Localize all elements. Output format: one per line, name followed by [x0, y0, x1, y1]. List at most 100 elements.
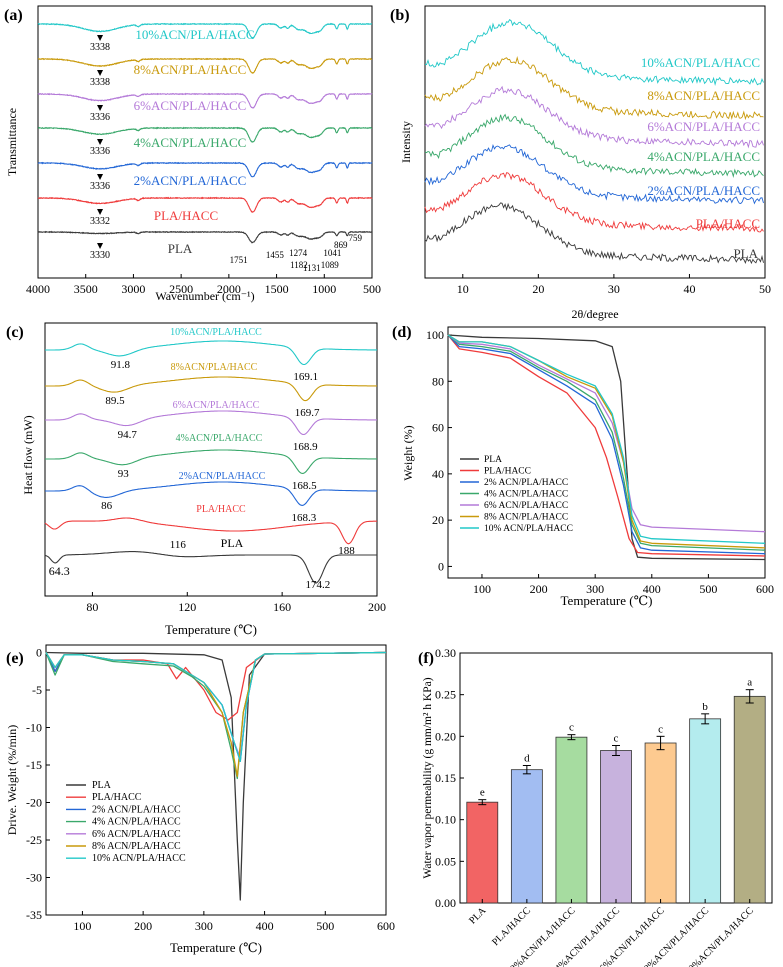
- series-label: 6%ACN/PLA/HACC: [647, 119, 760, 134]
- legend-label: 2% ACN/PLA/HACC: [484, 478, 568, 488]
- significance-letter: c: [658, 723, 663, 735]
- legend-label: 4% ACN/PLA/HACC: [484, 490, 568, 500]
- x-tick-label: 2500: [169, 282, 193, 296]
- x-tick-label: 10: [457, 282, 469, 296]
- peak-label: 3332: [90, 216, 110, 227]
- xrd-curve-10: [424, 19, 764, 87]
- y-axis-label: Intensity: [399, 121, 413, 163]
- series-label: 10%ACN/PLA/HACC: [170, 327, 262, 338]
- x-tick-label: 100: [473, 582, 491, 596]
- peak-label: 3338: [90, 42, 110, 53]
- y-tick-label: 0.10: [435, 813, 456, 827]
- x-tick-label: 1000: [312, 282, 336, 296]
- y-tick-label: 0.25: [435, 688, 456, 702]
- dtg-curve-10: [45, 651, 387, 762]
- panel-a: 4000 3500 3000 2500 2000 1500 1000 500 Wavenumbe…: [4, 5, 381, 303]
- y-tick-label: -30: [26, 871, 42, 885]
- significance-letter: d: [524, 753, 530, 765]
- cold-crystallization-label: 94.7: [118, 429, 138, 441]
- xrd-curve-6: [424, 85, 764, 149]
- peak-arrow: [97, 35, 104, 41]
- panel-label: (c): [6, 324, 24, 341]
- dsc-curve-10: [45, 340, 377, 366]
- series-label: 4%ACN/PLA/HACC: [647, 149, 760, 164]
- cold-crystallization-label: 89.5: [105, 395, 125, 407]
- x-tick-label: 200: [134, 919, 152, 933]
- y-tick-label: 0.05: [435, 854, 456, 868]
- legend-label: PLA/HACC: [92, 792, 142, 803]
- y-tick-label: -5: [32, 683, 42, 697]
- x-tick-label: 80: [86, 600, 98, 614]
- peak-arrow: [97, 139, 104, 145]
- dsc-curve-6: [45, 410, 377, 436]
- cold-crystallization-label: 86: [101, 500, 113, 512]
- peak-annotation: 869: [334, 240, 348, 250]
- x-tick-label: 2000: [217, 282, 241, 296]
- series-label: PLA: [168, 241, 193, 256]
- y-tick-label: 60: [432, 421, 444, 435]
- cold-crystallization-label: 93: [118, 468, 130, 480]
- y-tick-label: 0: [438, 559, 444, 573]
- melting-peak-label: 168.3: [291, 512, 316, 524]
- ftir-curve-PLAHACC: [37, 196, 373, 213]
- x-tick-label: 50: [759, 282, 771, 296]
- series-label: 10%ACN/PLA/HACC: [135, 27, 254, 42]
- x-tick-label: 160: [273, 600, 291, 614]
- panel-label: (a): [4, 7, 23, 24]
- x-tick-label: 500: [699, 582, 717, 596]
- legend-label: 10% ACN/PLA/HACC: [92, 853, 186, 864]
- y-tick-label: 0.15: [435, 771, 456, 785]
- series-label: 6%ACN/PLA/HACC: [134, 98, 247, 113]
- y-tick-label: 100: [426, 328, 444, 342]
- series-label: PLA/HACC: [196, 504, 246, 515]
- panel-label: (e): [6, 650, 24, 667]
- y-tick-label: -35: [26, 908, 42, 922]
- panel-b: 10 20 30 40 50 2θ/degree Intensity (b) PLA PLA/HA…: [390, 5, 771, 321]
- glass-transition-label: 64.3: [49, 564, 70, 578]
- plot-frame: [447, 326, 766, 579]
- legend-label: PLA/HACC: [484, 467, 531, 477]
- legend-label: 8% ACN/PLA/HACC: [92, 841, 181, 852]
- x-tick-label: 20: [532, 282, 544, 296]
- x-tick-label: 4000: [26, 282, 50, 296]
- legend-label: 2% ACN/PLA/HACC: [92, 804, 181, 815]
- series-label: PLA: [221, 536, 244, 550]
- peak-label: 3336: [90, 146, 110, 157]
- dsc-curve-4: [45, 449, 377, 474]
- y-axis-label: Water vapor permeability (g mm/m² h KPa): [422, 677, 434, 878]
- bar-7: [733, 695, 766, 904]
- peak-annotation: 1751: [230, 255, 248, 265]
- xrd-curve-PLAHACC: [424, 172, 764, 233]
- y-tick-label: 80: [432, 374, 444, 388]
- xrd-curve-2: [424, 144, 764, 205]
- plot-frame: [45, 644, 387, 916]
- cold-crystallization-label: 91.8: [111, 359, 131, 371]
- x-tick-label: 40: [683, 282, 695, 296]
- y-tick-label: 0: [36, 646, 42, 660]
- significance-letter: b: [702, 701, 708, 713]
- peak-annotation: 1041: [323, 248, 341, 258]
- legend-label: 4% ACN/PLA/HACC: [92, 817, 181, 828]
- series-label: 2%ACN/PLA/HACC: [134, 173, 247, 188]
- y-tick-label: 0.20: [435, 729, 456, 743]
- dsc-curve-PLA: [44, 551, 377, 584]
- peak-arrow: [97, 174, 104, 180]
- x-tick-label: 500: [316, 919, 334, 933]
- panel-e: 100 200 300 400 500 600 0 -5 -10 -15 -20 -25 -30 -35 T…: [5, 644, 395, 955]
- melting-peak-label: 168.9: [293, 441, 318, 453]
- y-tick-label: 40: [432, 467, 444, 481]
- x-tick-label: 600: [756, 582, 774, 596]
- bar-1: [466, 801, 499, 904]
- series-label: 4%ACN/PLA/HACC: [176, 433, 263, 444]
- x-tick-label: 300: [586, 582, 604, 596]
- x-axis-label: Temperature (℃): [561, 593, 653, 608]
- series-label: 8%ACN/PLA/HACC: [647, 88, 760, 103]
- x-tick-label: 30: [608, 282, 620, 296]
- xrd-curve-PLA: [424, 202, 764, 265]
- peak-arrow: [97, 70, 104, 76]
- y-axis-label: Transmittance: [5, 108, 19, 176]
- panel-label: (b): [390, 7, 410, 24]
- plot-frame: [424, 5, 766, 279]
- melting-peak-label: 168.5: [292, 480, 317, 492]
- x-axis-label: Temperature (℃): [170, 940, 262, 955]
